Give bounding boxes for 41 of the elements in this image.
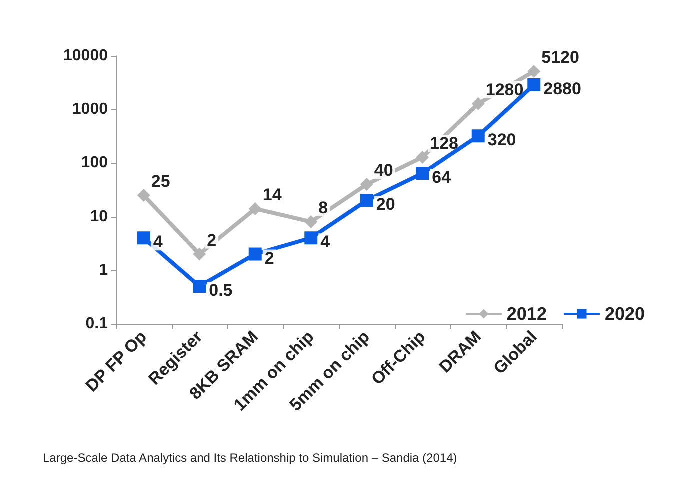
- point: [304, 215, 318, 228]
- point: [248, 202, 262, 216]
- y-tick-label: 1000: [72, 101, 108, 118]
- data-label: 320: [488, 130, 516, 150]
- data-label: 2880: [544, 79, 582, 98]
- legend-label: 2020: [604, 304, 646, 324]
- point: [416, 167, 430, 180]
- data-label: 4: [153, 232, 164, 252]
- data-label: 8: [318, 198, 328, 218]
- y-tick-label: 10: [90, 208, 108, 226]
- data-label: 14: [262, 185, 282, 204]
- point: [472, 97, 485, 110]
- point: [472, 130, 485, 143]
- point: [137, 232, 150, 245]
- y-tick-label: 100: [81, 154, 108, 172]
- legend-label: 2012: [506, 304, 547, 324]
- data-label: 25: [151, 172, 170, 191]
- data-label: 20: [376, 195, 396, 214]
- data-label: 0.5: [209, 281, 233, 300]
- data-label: 40: [374, 161, 394, 180]
- data-label: 2: [264, 248, 274, 268]
- data-label: 5120: [542, 48, 580, 68]
- point: [360, 194, 374, 208]
- point: [304, 232, 318, 245]
- point: [248, 248, 262, 261]
- point: [416, 150, 430, 164]
- y-tick-label: 10000: [64, 48, 108, 64]
- text: Large-Scale Data Analytics and Its Relationship to Simulation – Sandia (2014): [43, 451, 458, 465]
- point: [193, 248, 206, 261]
- data-label: 128: [430, 134, 458, 153]
- point: [528, 65, 541, 78]
- y-tick-label: 1: [99, 262, 108, 279]
- point: [137, 188, 150, 202]
- y-tick-label: 0.1: [86, 316, 108, 332]
- data-label: 4: [320, 232, 331, 252]
- point: [193, 280, 206, 294]
- data-label: 64: [432, 168, 452, 188]
- point: [360, 178, 374, 192]
- point: [528, 78, 541, 92]
- data-label: 1280: [486, 80, 524, 100]
- data-label: 2: [207, 230, 217, 250]
